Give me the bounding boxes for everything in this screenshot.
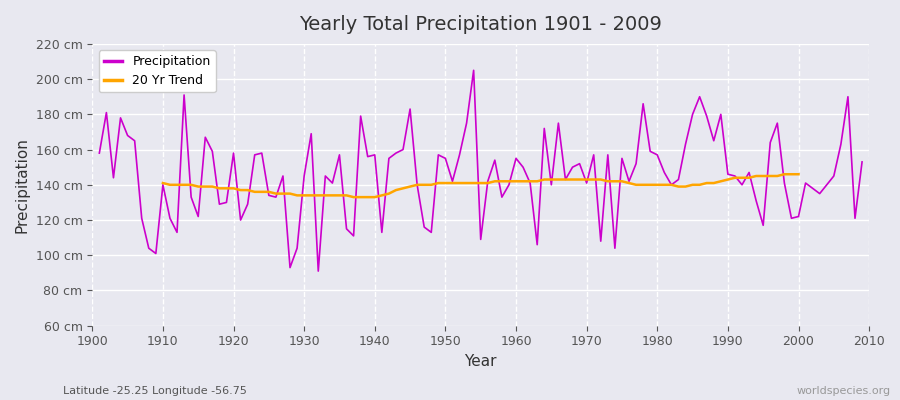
Precipitation [518,165,528,170]
Line: 20 Yr Trend: 20 Yr Trend [163,174,798,197]
20 Yr Trend [793,172,804,177]
20 Yr Trend [158,181,168,186]
20 Yr Trend [235,188,246,192]
Precipitation [306,131,317,136]
Y-axis label: Precipitation: Precipitation [15,137,30,233]
20 Yr Trend [786,172,796,177]
20 Yr Trend [306,193,317,198]
Precipitation [468,68,479,73]
Text: worldspecies.org: worldspecies.org [796,386,891,396]
20 Yr Trend [532,179,543,184]
Text: Latitude -25.25 Longitude -56.75: Latitude -25.25 Longitude -56.75 [63,386,247,396]
Legend: Precipitation, 20 Yr Trend: Precipitation, 20 Yr Trend [98,50,215,92]
20 Yr Trend [348,195,359,200]
Precipitation [150,251,161,256]
20 Yr Trend [779,172,790,177]
20 Yr Trend [701,181,712,186]
Precipitation [609,246,620,251]
Precipitation [313,269,324,274]
Precipitation [525,181,535,186]
20 Yr Trend [320,193,330,198]
Precipitation [94,151,104,156]
Title: Yearly Total Precipitation 1901 - 2009: Yearly Total Precipitation 1901 - 2009 [300,15,662,34]
Line: Precipitation: Precipitation [99,70,862,271]
Precipitation [356,114,366,118]
X-axis label: Year: Year [464,354,497,369]
Precipitation [857,160,868,164]
